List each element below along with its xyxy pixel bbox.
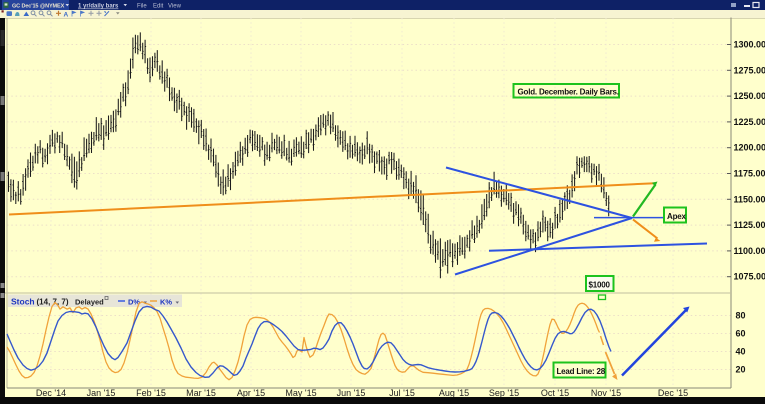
svg-text:Dec '15: Dec '15: [658, 388, 688, 398]
svg-text:Jun '15: Jun '15: [337, 388, 366, 398]
svg-text:1200.00: 1200.00: [734, 143, 765, 153]
svg-text:A: A: [64, 11, 69, 18]
svg-text:Gold. December. Daily Bars.: Gold. December. Daily Bars.: [518, 88, 619, 97]
svg-text:1275.00: 1275.00: [734, 65, 765, 75]
svg-text:K%: K%: [160, 298, 172, 307]
svg-text:Jan '15: Jan '15: [87, 388, 116, 398]
svg-text:View: View: [168, 4, 182, 10]
svg-text:Aug '15: Aug '15: [439, 388, 469, 398]
svg-text:Lead Line: 28: Lead Line: 28: [557, 367, 606, 376]
svg-text:1175.00: 1175.00: [734, 169, 765, 179]
svg-text:Stoch: Stoch: [11, 297, 35, 307]
svg-text:60: 60: [736, 329, 746, 339]
svg-text:Edit: Edit: [153, 4, 164, 10]
svg-text:1100.00: 1100.00: [734, 246, 765, 256]
svg-text:80: 80: [736, 311, 746, 321]
svg-text:Delayed: Delayed: [75, 298, 104, 307]
svg-text:1075.00: 1075.00: [734, 272, 765, 282]
svg-text:D%: D%: [128, 298, 140, 307]
svg-text:1 yr/daily bars: 1 yr/daily bars: [78, 4, 119, 10]
svg-text:1125.00: 1125.00: [734, 220, 765, 230]
svg-text:1150.00: 1150.00: [734, 194, 765, 204]
svg-text:20: 20: [736, 365, 746, 375]
svg-text:Feb '15: Feb '15: [136, 388, 166, 398]
svg-text:1250.00: 1250.00: [734, 91, 765, 101]
svg-text:File: File: [137, 4, 147, 10]
svg-text:Nov '15: Nov '15: [591, 388, 621, 398]
svg-text:May '15: May '15: [285, 388, 316, 398]
svg-text:Sep '15: Sep '15: [489, 388, 519, 398]
svg-text:Dec '14: Dec '14: [36, 388, 66, 398]
svg-text:Jul '15: Jul '15: [389, 388, 415, 398]
svg-text:GC Dec'15 @NYMEX: GC Dec'15 @NYMEX: [12, 4, 65, 10]
svg-text:Mar '15: Mar '15: [186, 388, 216, 398]
svg-text:1225.00: 1225.00: [734, 117, 765, 127]
svg-text:Apex: Apex: [667, 212, 687, 221]
svg-text:40: 40: [736, 347, 746, 357]
svg-text:(14, 7, 7): (14, 7, 7): [37, 298, 69, 307]
svg-text:1300.00: 1300.00: [734, 40, 765, 50]
svg-text:Apr '15: Apr '15: [237, 388, 265, 398]
svg-text:$1000: $1000: [589, 281, 611, 290]
svg-text:Oct '15: Oct '15: [541, 388, 569, 398]
